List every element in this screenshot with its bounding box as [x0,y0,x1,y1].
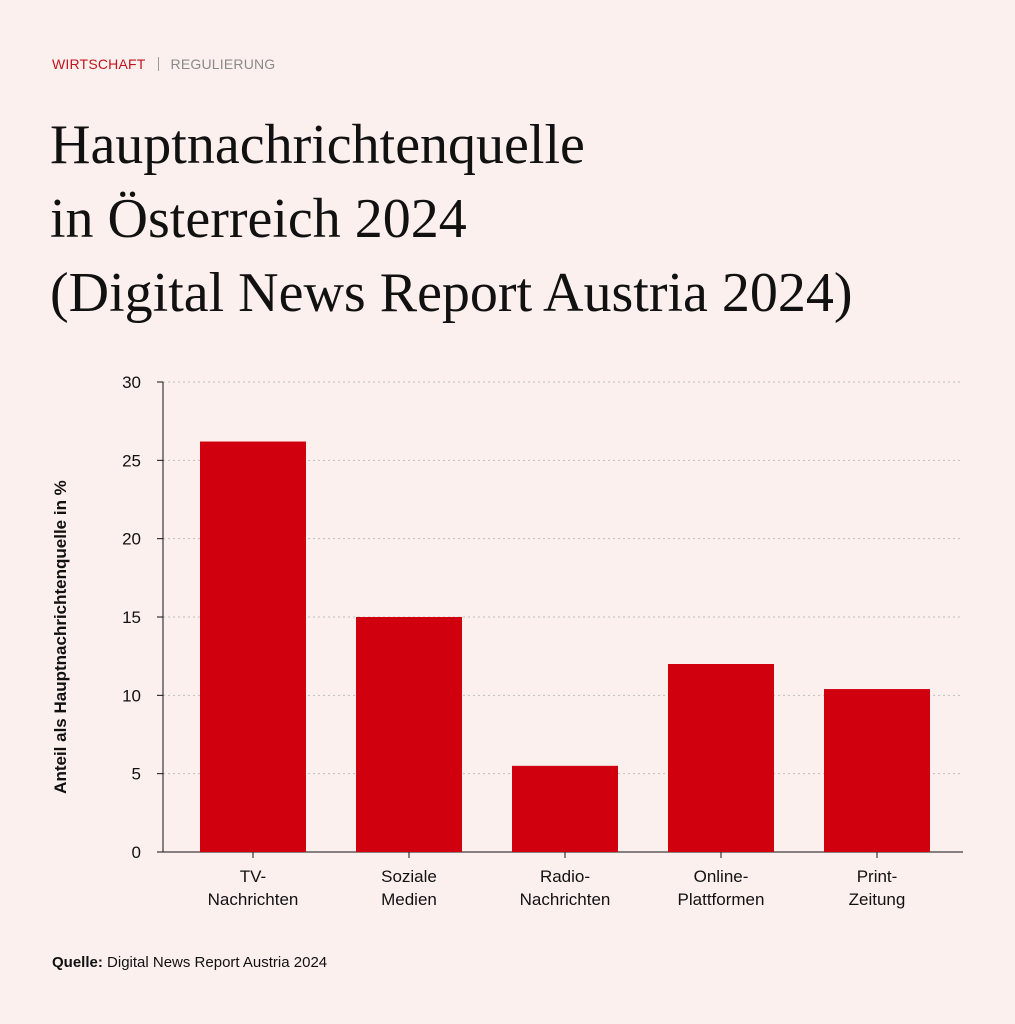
x-tick-label-1-line-2: Nachrichten [208,890,299,909]
page-title: Hauptnachrichtenquelle in Österreich 202… [50,108,990,330]
x-tick-label-5-line-1: Print- [857,867,898,886]
y-tick-label-25: 25 [122,451,141,470]
category-label[interactable]: WIRTSCHAFT [52,56,146,72]
bar-5[interactable] [824,689,930,852]
y-tick-label-10: 10 [122,686,141,705]
x-tick-label-3-line-1: Radio- [540,867,590,886]
bar-chart: 0 5 10 15 20 25 30 Anteil als Hauptnachrichtenq… [51,373,963,909]
x-tick-label-2-line-2: Medien [381,890,437,909]
y-tick-label-20: 20 [122,530,141,549]
title-line-1: Hauptnachrichtenquelle [50,114,585,176]
y-tick-label-15: 15 [122,608,141,627]
y-tick-label-0: 0 [132,843,141,862]
bar-4[interactable] [668,664,774,852]
title-line-2: in Österreich 2024 [50,188,467,250]
x-tick-label-1-line-1: TV- [240,867,266,886]
title-line-3: (Digital News Report Austria 2024) [50,262,853,324]
x-tick-label-3-line-2: Nachrichten [520,890,611,909]
bar-3[interactable] [512,765,618,852]
source-note: Quelle: Digital News Report Austria 2024 [52,954,327,971]
bar-1[interactable] [200,441,306,852]
bar-2[interactable] [356,617,462,852]
y-axis-label: Anteil als Hauptnachrichtenquelle in % [51,480,70,794]
kicker-divider [157,57,159,71]
x-tick-label-2-line-1: Soziale [381,867,437,886]
source-label: Quelle: [52,954,103,971]
subcategory-label[interactable]: REGULIERUNG [170,56,276,72]
x-tick-label-4-line-2: Plattformen [678,890,765,909]
x-tick-label-4-line-1: Online- [694,867,749,886]
x-tick-label-5-line-2: Zeitung [849,890,906,909]
source-text: Digital News Report Austria 2024 [107,954,328,971]
kicker: WIRTSCHAFT REGULIERUNG [52,56,275,72]
y-tick-label-5: 5 [132,765,141,784]
y-tick-label-30: 30 [122,373,141,392]
